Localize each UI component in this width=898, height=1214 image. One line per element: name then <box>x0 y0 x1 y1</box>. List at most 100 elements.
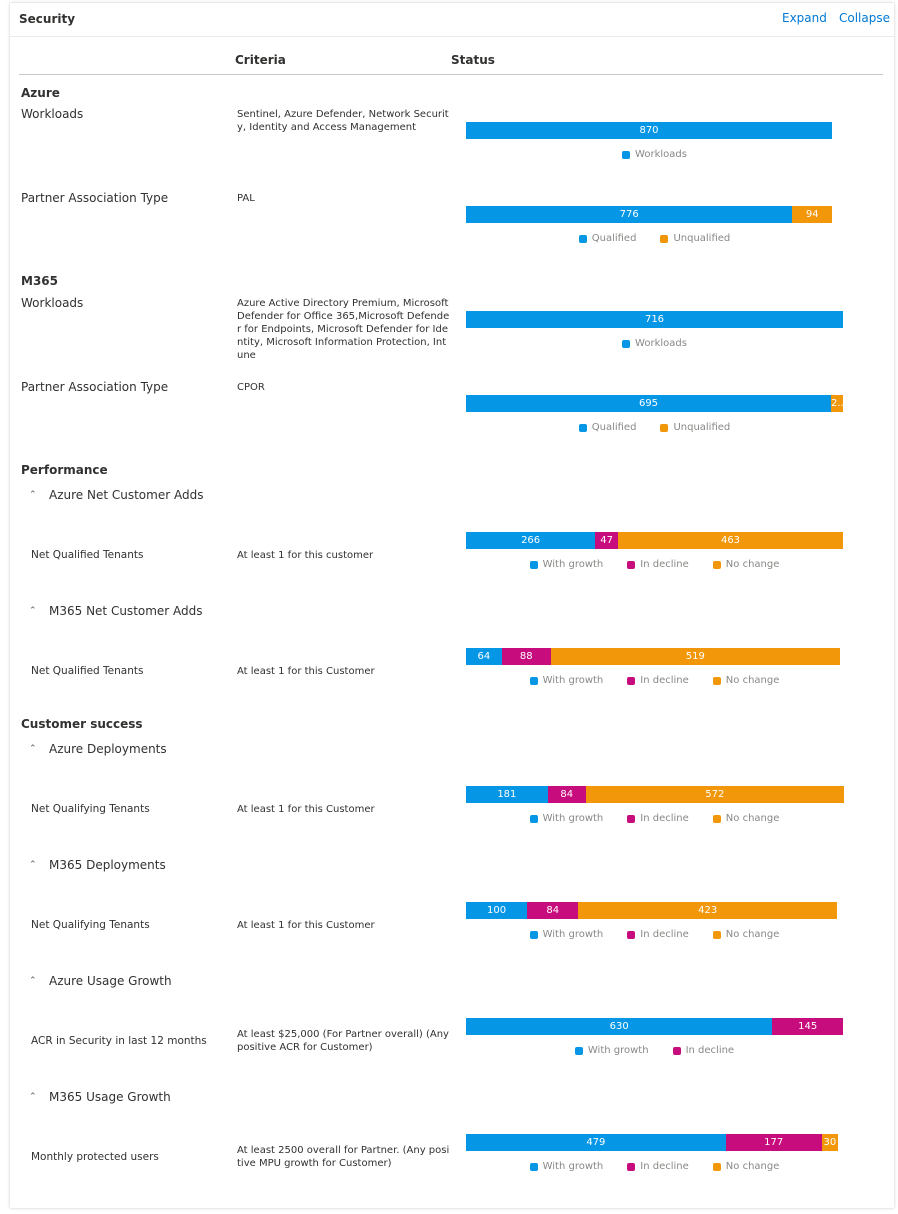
legend-label: In decline <box>685 1045 735 1056</box>
azure-pat-criteria: PAL <box>237 193 255 204</box>
legend-swatch <box>578 423 587 432</box>
m365-nca-criteria: At least 1 for this Customer <box>237 666 375 677</box>
bar-segment-qualified[interactable]: 695 <box>466 395 831 412</box>
legend-item-qualified[interactable]: Qualified <box>578 233 636 244</box>
expand-link[interactable]: Expand <box>782 11 827 25</box>
legend-item-in-decline[interactable]: In decline <box>627 929 689 940</box>
legend-label: In decline <box>640 813 689 824</box>
legend-item-with-growth[interactable]: With growth <box>529 559 603 570</box>
legend-label: Workloads <box>635 149 687 160</box>
legend-item-no-change[interactable]: No change <box>712 675 779 686</box>
status-column-header: Status <box>451 53 495 67</box>
m365-pat-label: Partner Association Type <box>21 380 169 394</box>
legend-item-no-change[interactable]: No change <box>712 813 779 824</box>
bar-segment-in-decline[interactable]: 145 <box>772 1018 843 1035</box>
legend-swatch <box>672 1046 681 1055</box>
m365-dep-group-header[interactable]: ⌃ M365 Deployments <box>29 858 166 872</box>
bar-segment-with-growth[interactable]: 100 <box>466 902 528 919</box>
chevron-up-icon[interactable]: ⌃ <box>29 976 37 986</box>
azure-usage-label: ACR in Security in last 12 months <box>31 1035 207 1047</box>
m365-workloads-label: Workloads <box>21 296 84 310</box>
bar-segment-in-decline[interactable]: 177 <box>725 1134 822 1151</box>
legend-item-in-decline[interactable]: In decline <box>627 675 689 686</box>
bar-segment-with-growth[interactable]: 181 <box>466 786 548 803</box>
azure-nca-criteria: At least 1 for this customer <box>237 550 374 561</box>
legend-label: Unqualified <box>673 422 731 433</box>
azure-nca-group-header[interactable]: ⌃ Azure Net Customer Adds <box>29 488 203 502</box>
legend-label: With growth <box>542 1161 604 1172</box>
azure-usage-group-header[interactable]: ⌃ Azure Usage Growth <box>29 974 172 988</box>
legend-swatch <box>529 676 538 685</box>
bar-segment-with-growth[interactable]: 266 <box>466 532 596 549</box>
legend-label: Unqualified <box>673 233 731 244</box>
m365-dep-label: Net Qualifying Tenants <box>31 919 150 931</box>
bar-segment-in-decline[interactable]: 84 <box>547 786 586 803</box>
bar-segment-in-decline[interactable]: 47 <box>595 532 619 549</box>
azure-workloads-bar: 870 <box>466 122 832 139</box>
chevron-up-icon[interactable]: ⌃ <box>29 490 37 500</box>
section-azure-title: Azure <box>21 86 60 100</box>
legend-swatch <box>712 814 721 823</box>
legend-item-with-growth[interactable]: With growth <box>574 1045 649 1056</box>
legend-item-workloads[interactable]: Workloads <box>622 338 687 349</box>
legend-swatch <box>627 560 636 569</box>
legend-item-workloads[interactable]: Workloads <box>622 149 687 160</box>
legend-item-no-change[interactable]: No change <box>712 559 780 570</box>
bar-segment-in-decline[interactable]: 84 <box>527 902 579 919</box>
legend-item-no-change[interactable]: No change <box>712 929 780 940</box>
legend-item-in-decline[interactable]: In decline <box>627 1161 689 1172</box>
legend-label: No change <box>725 559 780 570</box>
legend-swatch <box>574 1046 583 1055</box>
legend-item-unqualified[interactable]: Unqualified <box>660 422 730 433</box>
bar-segment-no-change[interactable]: 30 <box>821 1134 838 1151</box>
m365-usage-group-header[interactable]: ⌃ M365 Usage Growth <box>29 1090 171 1104</box>
legend-label: Qualified <box>591 422 637 433</box>
chevron-up-icon[interactable]: ⌃ <box>29 860 37 870</box>
bar-segment-no-change[interactable]: 572 <box>585 786 844 803</box>
collapse-link[interactable]: Collapse <box>839 11 890 25</box>
legend-item-in-decline[interactable]: In decline <box>627 813 689 824</box>
bar-segment-in-decline[interactable]: 88 <box>501 648 551 665</box>
legend-item-with-growth[interactable]: With growth <box>529 1161 604 1172</box>
azure-nca-label: Net Qualified Tenants <box>31 549 144 561</box>
bar-segment-workloads[interactable]: 716 <box>466 311 843 328</box>
azure-workloads-criteria: Sentinel, Azure Defender, Network Securi… <box>237 109 449 133</box>
bar-segment-unqualified[interactable]: 94 <box>792 206 832 223</box>
chevron-up-icon[interactable]: ⌃ <box>29 606 37 616</box>
m365-dep-bar: 100 84 423 <box>466 902 837 919</box>
chevron-up-icon[interactable]: ⌃ <box>29 744 37 754</box>
header-divider <box>10 36 894 37</box>
bar-segment-qualified[interactable]: 776 <box>466 206 793 223</box>
legend-item-in-decline[interactable]: In decline <box>672 1045 735 1056</box>
m365-nca-group-header[interactable]: ⌃ M365 Net Customer Adds <box>29 604 203 618</box>
legend-item-with-growth[interactable]: With growth <box>529 675 603 686</box>
legend-item-with-growth[interactable]: With growth <box>529 929 603 940</box>
bar-segment-no-change[interactable]: 423 <box>578 902 837 919</box>
azure-dep-group-header[interactable]: ⌃ Azure Deployments <box>29 742 167 756</box>
legend-item-qualified[interactable]: Qualified <box>578 422 637 433</box>
legend-item-in-decline[interactable]: In decline <box>627 559 689 570</box>
legend-item-unqualified[interactable]: Unqualified <box>660 233 730 244</box>
azure-dep-label: Net Qualifying Tenants <box>31 803 150 815</box>
azure-usage-group-label: Azure Usage Growth <box>49 974 172 988</box>
bar-segment-workloads[interactable]: 870 <box>466 122 832 139</box>
legend-label: No change <box>725 929 780 940</box>
bar-segment-with-growth[interactable]: 479 <box>466 1134 726 1151</box>
bar-segment-no-change[interactable]: 463 <box>618 532 843 549</box>
legend-item-with-growth[interactable]: With growth <box>529 813 603 824</box>
legend-swatch <box>622 150 631 159</box>
chevron-up-icon[interactable]: ⌃ <box>29 1092 37 1102</box>
legend-item-no-change[interactable]: No change <box>712 1161 779 1172</box>
azure-dep-legend: With growth In decline No change <box>466 813 843 824</box>
azure-dep-group-label: Azure Deployments <box>49 742 167 756</box>
bar-segment-with-growth[interactable]: 630 <box>466 1018 773 1035</box>
section-m365-title: M365 <box>21 274 58 288</box>
bar-segment-with-growth[interactable]: 64 <box>466 648 502 665</box>
m365-nca-bar: 64 88 519 <box>466 648 840 665</box>
legend-swatch <box>627 814 636 823</box>
m365-dep-criteria: At least 1 for this Customer <box>237 920 375 931</box>
bar-segment-unqualified[interactable]: 2... <box>831 395 843 412</box>
section-performance-title: Performance <box>21 463 108 477</box>
bar-segment-no-change[interactable]: 519 <box>550 648 840 665</box>
